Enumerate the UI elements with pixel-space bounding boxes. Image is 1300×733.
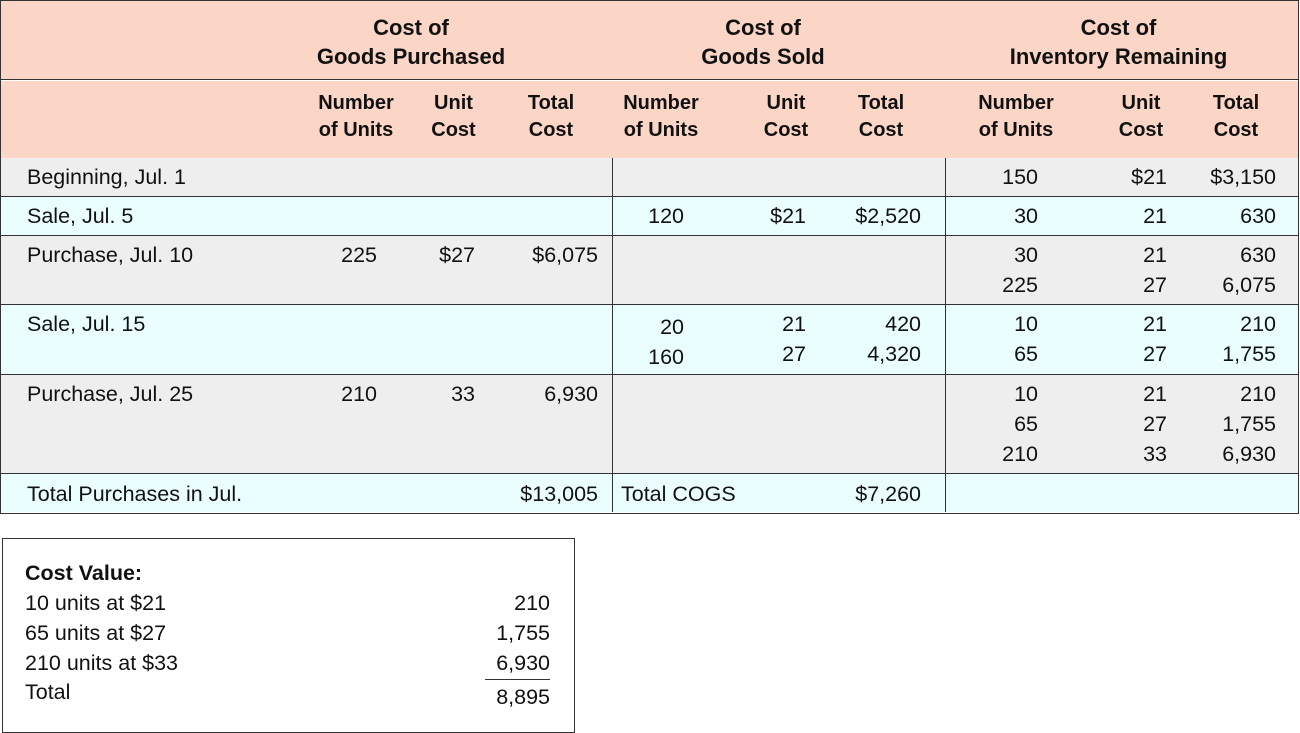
- sold-units: 120: [648, 204, 684, 228]
- sold-total-cost: 420 4,320: [867, 312, 921, 366]
- column-header: Unit Cost: [763, 91, 809, 141]
- total-rule: [485, 679, 550, 680]
- cost-line-label: 210 units at $33: [25, 651, 179, 675]
- column-divider: [612, 474, 613, 512]
- inventory-unit-cost: 21 27: [1143, 243, 1167, 297]
- inventory-units: 30: [1014, 204, 1038, 228]
- group-inventory-remaining: Cost of Inventory Remaining: [1009, 15, 1228, 69]
- table-row: Sale, Jul. 5 120 $21 $2,520 30 21 630: [1, 197, 1298, 236]
- table-row: Sale, Jul. 15 20 160 21 27 420 4,320 10 65 21…: [1, 305, 1298, 375]
- inventory-total-cost: $3,150: [1210, 165, 1276, 189]
- column-header: Unit Cost: [431, 91, 476, 141]
- sold-total-cost: $2,520: [855, 204, 921, 228]
- column-header: Unit Cost: [1118, 91, 1164, 141]
- column-header: Total Cost: [857, 91, 905, 141]
- column-header: Number of Units: [978, 91, 1054, 141]
- cost-line-value: 1,755: [496, 621, 550, 645]
- column-header: Total Cost: [527, 91, 575, 141]
- sold-unit-cost: $21: [770, 204, 806, 228]
- purchased-units: 225: [341, 243, 377, 267]
- group-header-row: Cost of Goods Purchased Cost of Goods So…: [1, 1, 1298, 80]
- row-label: Sale, Jul. 15: [27, 312, 146, 336]
- row-label: Sale, Jul. 5: [27, 204, 134, 228]
- cost-value-title: Cost Value:: [25, 561, 143, 585]
- table-row: Beginning, Jul. 1 150 $21 $3,150: [1, 158, 1298, 197]
- inventory-total-cost: 630: [1240, 204, 1276, 228]
- inventory-total-cost: 210 1,755: [1222, 312, 1276, 366]
- purchased-total-cost: $6,075: [532, 243, 598, 267]
- column-divider: [945, 158, 946, 196]
- inventory-unit-cost: 21 27: [1143, 312, 1167, 366]
- column-divider: [612, 236, 613, 304]
- cost-value-total-label: Total: [25, 680, 71, 704]
- total-purchases-label: Total Purchases in Jul.: [27, 482, 243, 506]
- row-label: Purchase, Jul. 25: [27, 382, 194, 406]
- column-divider: [945, 474, 946, 512]
- purchased-units: 210: [341, 382, 377, 406]
- column-divider: [945, 305, 946, 374]
- column-divider: [612, 197, 613, 235]
- inventory-unit-cost: 21: [1143, 204, 1167, 228]
- cost-line-value: 210: [514, 591, 550, 615]
- column-divider: [612, 158, 613, 196]
- cost-line-value: 6,930: [496, 651, 550, 675]
- table-row: Purchase, Jul. 25 210 33 6,930 10 65 210 21 2…: [1, 375, 1298, 474]
- column-header: Total Cost: [1212, 91, 1260, 141]
- column-divider: [612, 305, 613, 374]
- group-goods-purchased: Cost of Goods Purchased: [316, 15, 506, 69]
- column-header-row: Number of Units Unit Cost Total Cost Number…: [1, 80, 1298, 159]
- group-goods-sold: Cost of Goods Sold: [701, 15, 825, 69]
- table-row: Purchase, Jul. 10 225 $27 $6,075 30 225 21 27…: [1, 236, 1298, 305]
- inventory-units: 10 65 210: [1002, 382, 1038, 466]
- cost-line-label: 10 units at $21: [25, 591, 167, 615]
- purchased-total-cost: 6,930: [544, 382, 598, 406]
- cost-value-box: Cost Value: 10 units at $21 210 65 units a…: [2, 538, 575, 733]
- inventory-unit-cost: 21 27 33: [1143, 382, 1167, 466]
- inventory-unit-cost: $21: [1131, 165, 1167, 189]
- column-divider: [612, 375, 613, 473]
- sold-unit-cost: 21 27: [782, 312, 806, 366]
- fifo-inventory-table: Cost of Goods Purchased Cost of Goods So…: [0, 0, 1299, 514]
- cost-value-total: 8,895: [496, 685, 550, 709]
- column-header: Number of Units: [623, 91, 699, 141]
- inventory-units: 10 65: [1014, 312, 1038, 366]
- inventory-units: 150: [1002, 165, 1038, 189]
- cost-line-label: 65 units at $27: [25, 621, 167, 645]
- column-divider: [945, 236, 946, 304]
- row-label: Purchase, Jul. 10: [27, 243, 194, 267]
- column-header: Number of Units: [318, 91, 394, 141]
- inventory-units: 30 225: [1002, 243, 1038, 297]
- totals-row: Total Purchases in Jul. Total COGS $13,005…: [1, 474, 1298, 512]
- column-divider: [945, 197, 946, 235]
- inventory-total-cost: 210 1,755 6,930: [1222, 382, 1276, 466]
- purchased-unit-cost: 33: [451, 382, 475, 406]
- sold-units: 20 160: [648, 315, 684, 369]
- purchased-unit-cost: $27: [439, 243, 475, 267]
- total-cogs-label: Total COGS: [621, 482, 736, 506]
- inventory-total-cost: 630 6,075: [1222, 243, 1276, 297]
- total-cogs-value: $7,260: [855, 482, 921, 506]
- column-divider: [945, 375, 946, 473]
- row-label: Beginning, Jul. 1: [27, 165, 186, 189]
- total-purchases-value: $13,005: [520, 482, 598, 506]
